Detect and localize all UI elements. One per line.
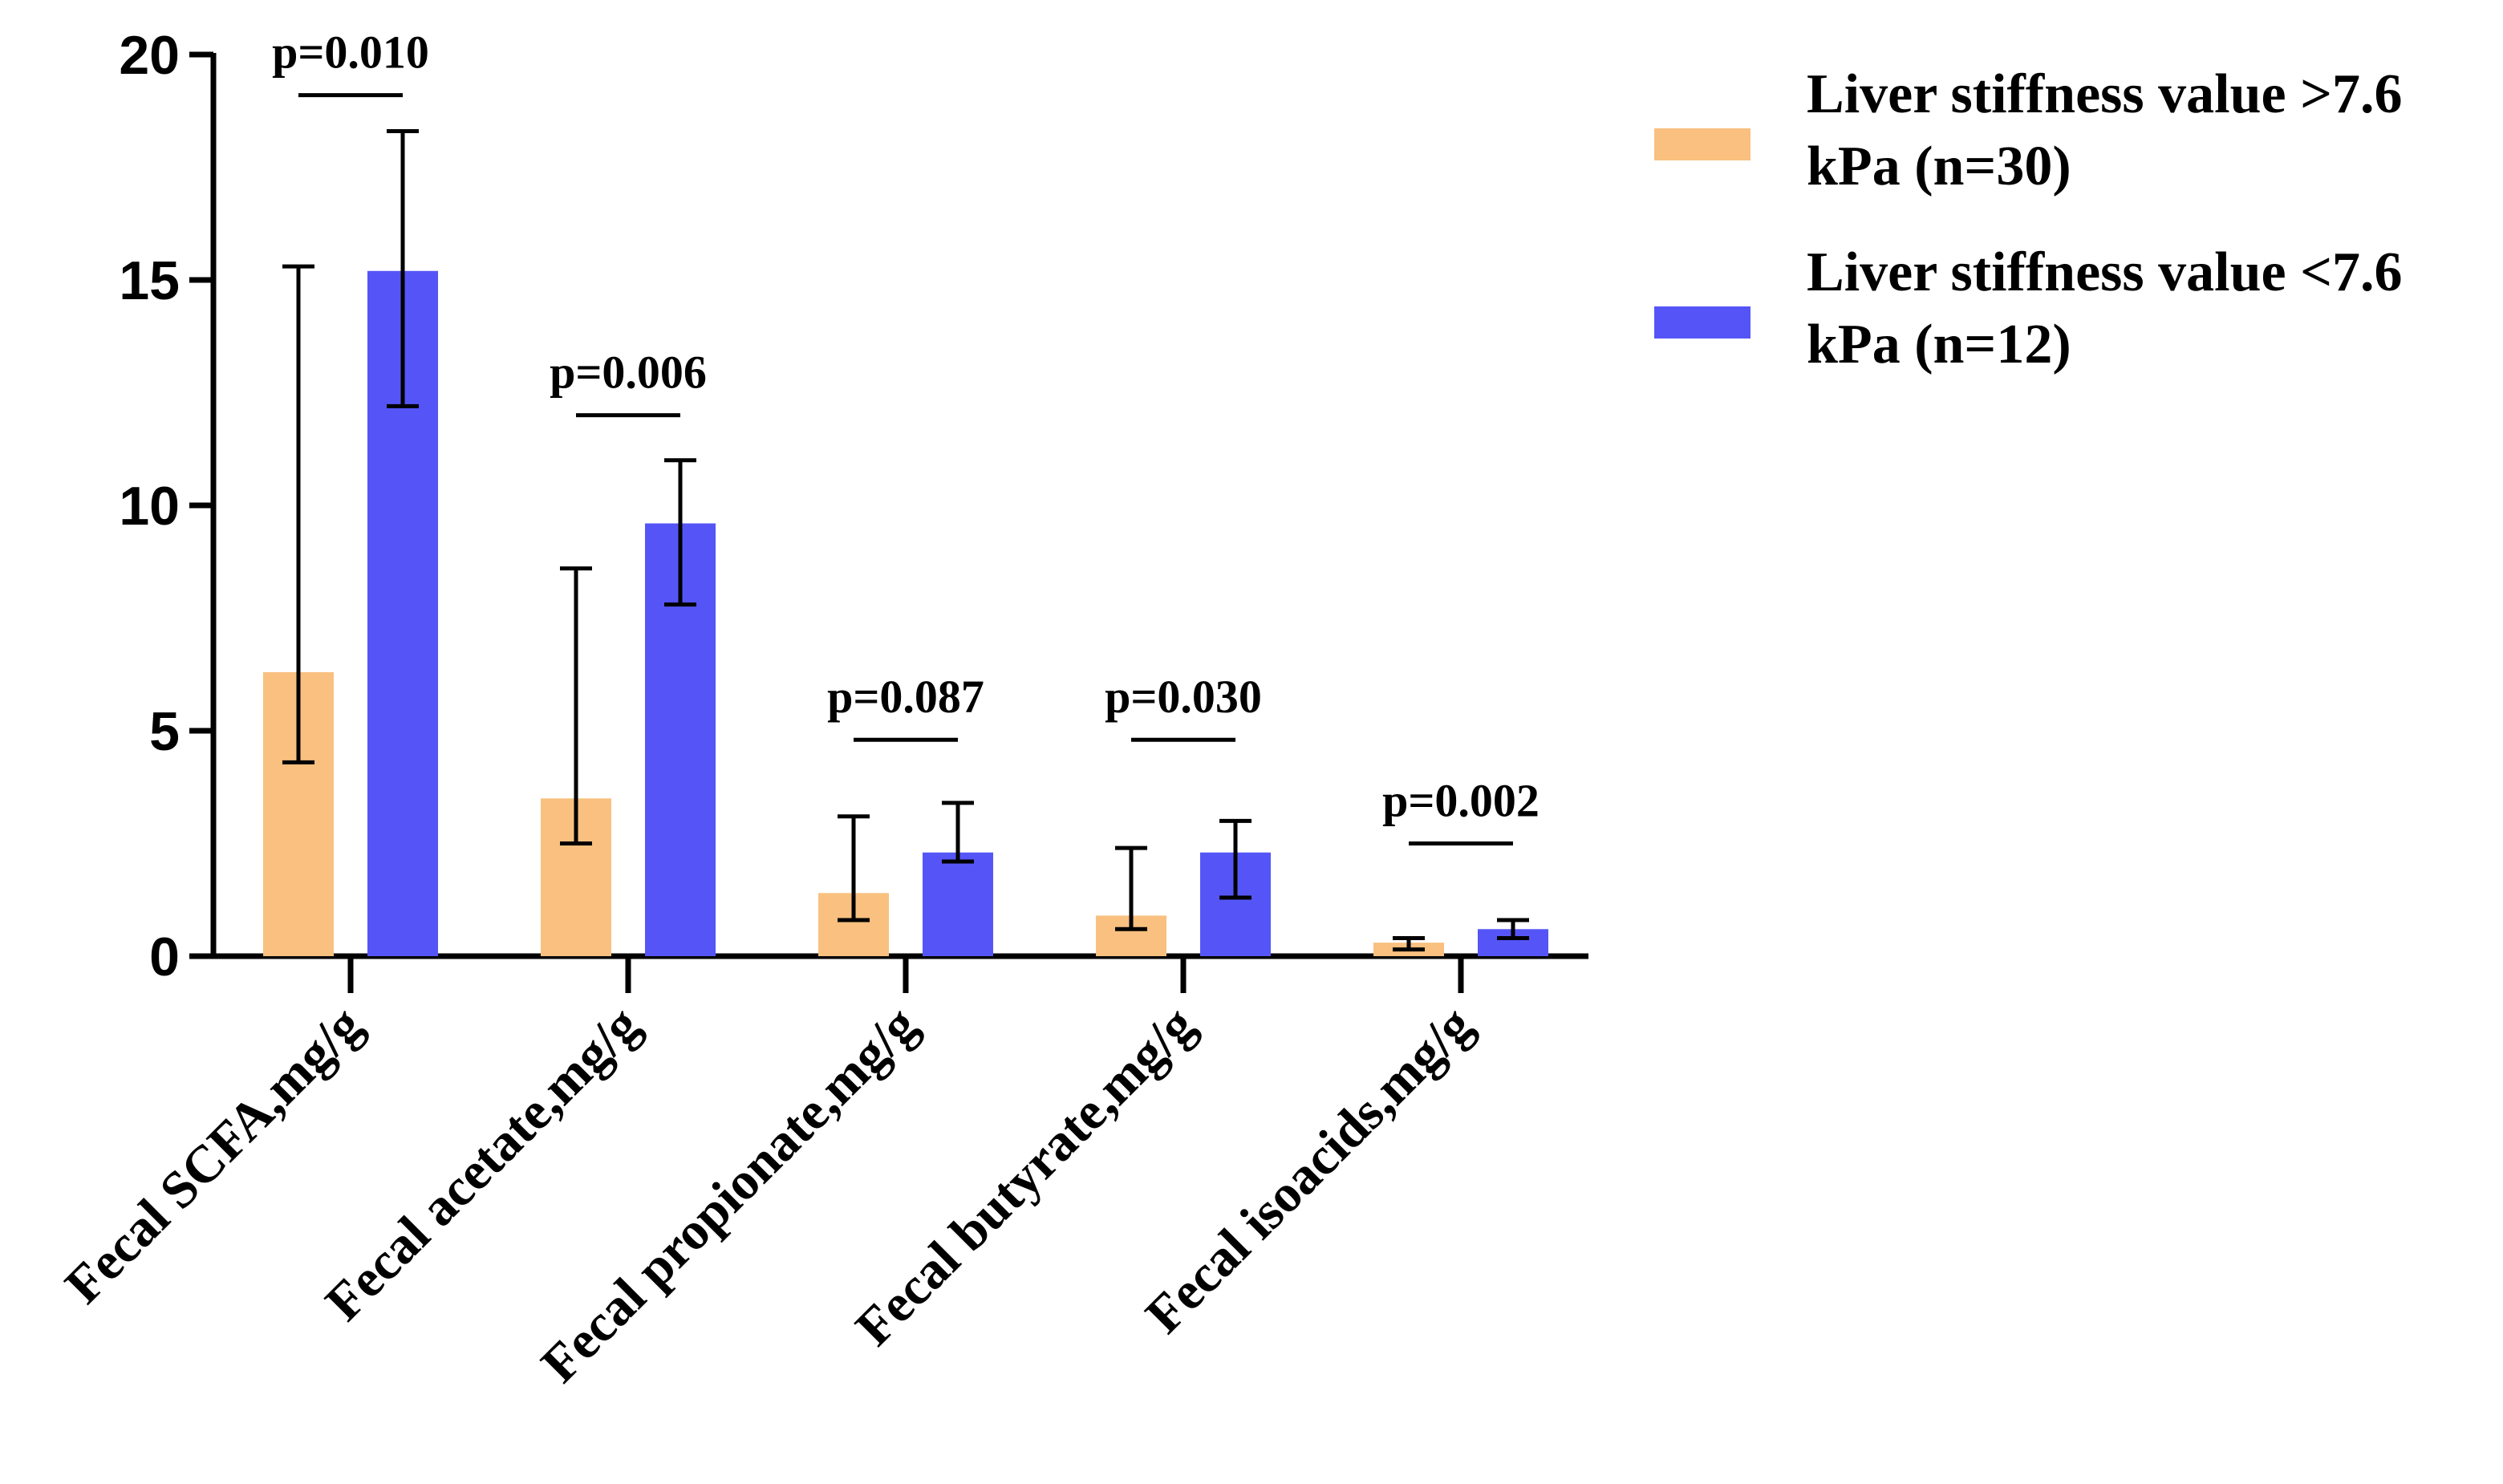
legend-label: Liver stiffness value <7.6 — [1807, 241, 2402, 303]
y-tick-label: 5 — [149, 701, 180, 762]
p-value-label: p=0.087 — [827, 671, 984, 723]
p-value-label: p=0.006 — [550, 347, 707, 399]
legend-label: Liver stiffness value >7.6 — [1807, 63, 2402, 125]
y-tick-label: 20 — [119, 25, 180, 86]
y-tick-label: 0 — [149, 926, 180, 987]
bar-lt-7-6-2 — [923, 852, 993, 956]
legend-swatch-gt-7-6 — [1654, 128, 1750, 160]
legend-swatch-lt-7-6 — [1654, 306, 1750, 339]
y-tick-label: 15 — [119, 250, 180, 311]
legend-label: kPa (n=30) — [1807, 136, 2071, 197]
x-category-label: Fecal SCFA,mg/g — [54, 995, 373, 1315]
y-tick-label: 10 — [119, 476, 180, 537]
p-value-label: p=0.030 — [1105, 671, 1262, 723]
p-value-label: p=0.010 — [272, 26, 429, 79]
legend-label: kPa (n=12) — [1807, 314, 2071, 375]
p-value-label: p=0.002 — [1382, 775, 1540, 827]
